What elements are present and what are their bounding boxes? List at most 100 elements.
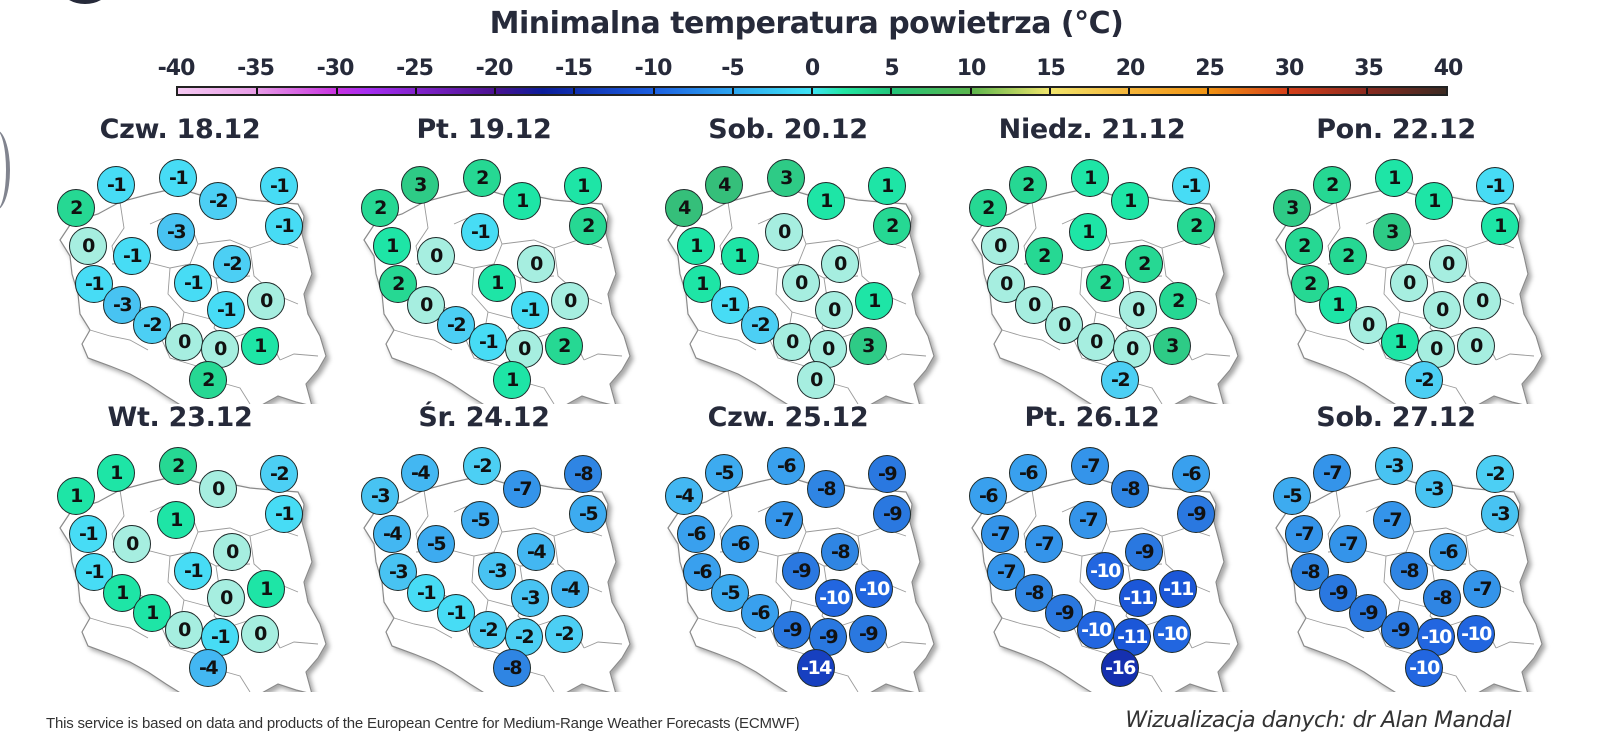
station-temperature-marker: 1: [478, 264, 516, 302]
station-temperature-marker: -8: [493, 649, 531, 687]
scale-tick-mark: [494, 88, 496, 94]
station-temperature-marker: -2: [260, 455, 298, 493]
station-temperature-marker: 1: [1069, 213, 1107, 251]
station-temperature-marker: -5: [705, 454, 743, 492]
station-temperature-marker: -4: [551, 570, 589, 608]
station-temperature-marker: -7: [1071, 447, 1109, 485]
station-temperature-marker: 2: [1329, 237, 1367, 275]
station-temperature-marker: -7: [1329, 525, 1367, 563]
station-temperature-marker: -1: [159, 159, 197, 197]
station-temperature-marker: -3: [361, 477, 399, 515]
station-temperature-marker: -5: [1273, 477, 1311, 515]
forecast-panel: Wt. 23.12 1 1 2 0 -2 -1 1 -1 0 0 -1 -1 0 1 1 1 0 -1 0 -4: [50, 402, 350, 692]
scale-tick-mark: [890, 88, 893, 94]
station-temperature-marker: -2: [133, 306, 171, 344]
station-temperature-marker: -11: [1159, 570, 1197, 608]
station-temperature-marker: -1: [461, 213, 499, 251]
scale-tick-label: -20: [475, 56, 514, 81]
scale-tick-label: 30: [1274, 56, 1305, 81]
station-temperature-marker: 0: [69, 227, 107, 265]
station-temperature-marker: 2: [1125, 245, 1163, 283]
panel-date-title: Sob. 20.12: [708, 114, 868, 145]
station-temperature-marker: -6: [721, 525, 759, 563]
station-temperature-marker: -6: [1009, 454, 1047, 492]
forecast-panel: Śr. 24.12 -3 -4 -2 -7 -8 -5 -5 -4 -5 -4 -3 -3 -3 -4 -1-…: [354, 402, 654, 692]
station-temperature-marker: -9: [873, 495, 911, 533]
station-temperature-marker: 2: [463, 159, 501, 197]
station-temperature-marker: -7: [1285, 515, 1323, 553]
station-temperature-marker: -1: [265, 495, 303, 533]
panel-date-title: Pt. 19.12: [416, 114, 552, 145]
station-temperature-marker: -8: [1390, 552, 1428, 590]
color-scale-legend: -40 -35 -30 -25 -20 -15 -10 -5 0 5 10 15 20 25 30 35 40: [158, 56, 1463, 98]
station-temperature-marker: 0: [199, 470, 237, 508]
station-temperature-marker: 2: [189, 361, 227, 399]
station-temperature-marker: -10: [1417, 618, 1455, 656]
forecast-panel: Niedz. 21.12 2 2 1 1 -1 2 1 0 2 2 2 0 0 2 0 0 0 0 3 -2: [962, 114, 1262, 404]
scale-tick-label: 20: [1115, 56, 1146, 81]
scale-tick-label: -30: [316, 56, 355, 81]
station-temperature-marker: -9: [868, 455, 906, 493]
scale-tick-mark: [256, 88, 259, 94]
station-temperature-marker: -4: [517, 533, 555, 571]
station-temperature-marker: -1: [113, 237, 151, 275]
station-temperature-marker: -6: [1429, 533, 1467, 571]
station-temperature-marker: 1: [57, 477, 95, 515]
station-temperature-marker: -1: [97, 166, 135, 204]
station-temperature-marker: 0: [1045, 306, 1083, 344]
forecast-panel: Pon. 22.12 3 2 1 1 -1 1 3 2 2 0 0 2 0 0 1 0 1 0 0 -2: [1266, 114, 1566, 404]
station-temperature-marker: -8: [1111, 470, 1149, 508]
scale-tick-label: -5: [721, 56, 744, 81]
station-temperature-marker: 0: [551, 282, 589, 320]
station-temperature-marker: 0: [821, 245, 859, 283]
station-temperature-marker: 0: [782, 264, 820, 302]
station-temperature-marker: -9: [1381, 611, 1419, 649]
scale-tick-mark: [1048, 88, 1051, 94]
station-temperature-marker: -1: [174, 552, 212, 590]
forecast-panel: Sob. 20.12 4 4 3 1 1 2 0 1 1 0 0 1 0 1 -1 -2 0 0 3 0: [658, 114, 958, 404]
station-temperature-marker: -1: [207, 291, 245, 329]
station-temperature-marker: -7: [981, 515, 1019, 553]
station-temperature-marker: -3: [157, 213, 195, 251]
scale-tick-label: 35: [1354, 56, 1384, 81]
station-temperature-marker: -7: [1025, 525, 1063, 563]
station-temperature-marker: 4: [705, 166, 743, 204]
station-temperature-marker: 0: [1417, 330, 1455, 368]
panel-date-title: Pon. 22.12: [1316, 114, 1476, 145]
scale-tick-label: -10: [634, 56, 673, 81]
scale-tick-mark: [969, 88, 972, 94]
station-temperature-marker: -9: [1177, 495, 1215, 533]
station-temperature-marker: 0: [165, 611, 203, 649]
station-temperature-marker: 3: [1273, 189, 1311, 227]
station-temperature-marker: -6: [969, 477, 1007, 515]
station-temperature-marker: 1: [1415, 182, 1453, 220]
scale-tick-label: 5: [884, 56, 899, 81]
scale-tick-mark: [573, 88, 576, 94]
logo-icon: [52, 0, 118, 4]
station-temperature-marker: -9: [849, 615, 887, 653]
station-temperature-marker: 1: [133, 594, 171, 632]
station-temperature-marker: -7: [503, 470, 541, 508]
station-temperature-marker: 0: [1463, 282, 1501, 320]
scale-tick-mark: [414, 88, 417, 94]
scale-tick-mark: [811, 88, 813, 94]
station-temperature-marker: -4: [373, 515, 411, 553]
station-temperature-marker: -3: [1415, 470, 1453, 508]
station-temperature-marker: -7: [1313, 454, 1351, 492]
scale-gradient-bar: [176, 86, 1448, 96]
station-temperature-marker: 3: [1153, 327, 1191, 365]
station-temperature-marker: 1: [97, 454, 135, 492]
scale-tick-mark: [652, 88, 655, 94]
station-temperature-marker: 0: [765, 213, 803, 251]
station-temperature-marker: -2: [1405, 361, 1443, 399]
station-temperature-marker: 0: [1429, 245, 1467, 283]
scale-tick-label: 15: [1036, 56, 1066, 81]
panel-date-title: Sob. 27.12: [1316, 402, 1476, 433]
station-temperature-marker: 3: [849, 327, 887, 365]
station-temperature-marker: 0: [797, 361, 835, 399]
scale-tick-label: 10: [956, 56, 987, 81]
station-temperature-marker: -7: [1463, 570, 1501, 608]
station-temperature-marker: 0: [981, 227, 1019, 265]
scale-tick-mark: [731, 88, 734, 94]
station-temperature-marker: 2: [1159, 282, 1197, 320]
